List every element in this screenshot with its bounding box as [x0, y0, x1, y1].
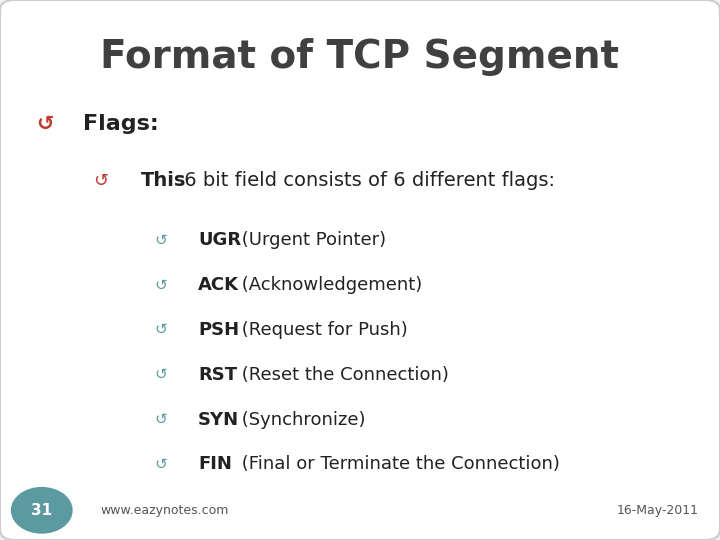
Text: RST: RST: [198, 366, 237, 384]
Text: FIN: FIN: [198, 455, 232, 474]
Text: (Synchronize): (Synchronize): [236, 410, 365, 429]
Text: 31: 31: [31, 503, 53, 518]
Text: 16-May-2011: 16-May-2011: [616, 504, 698, 517]
Text: (Request for Push): (Request for Push): [236, 321, 408, 339]
Text: 6 bit field consists of 6 different flags:: 6 bit field consists of 6 different flag…: [178, 171, 555, 191]
Text: Format of TCP Segment: Format of TCP Segment: [101, 38, 619, 76]
Text: www.eazynotes.com: www.eazynotes.com: [101, 504, 229, 517]
Text: (Final or Terminate the Connection): (Final or Terminate the Connection): [236, 455, 559, 474]
Text: PSH: PSH: [198, 321, 239, 339]
Text: (Reset the Connection): (Reset the Connection): [236, 366, 449, 384]
Text: ↺: ↺: [155, 278, 168, 293]
Text: UGR: UGR: [198, 231, 241, 249]
Text: ↺: ↺: [155, 457, 168, 472]
Text: ↺: ↺: [155, 367, 168, 382]
Text: (Acknowledgement): (Acknowledgement): [236, 276, 422, 294]
Text: ↺: ↺: [155, 412, 168, 427]
Text: ACK: ACK: [198, 276, 239, 294]
Text: Flags:: Flags:: [83, 114, 158, 134]
Text: This: This: [140, 171, 186, 191]
Text: ↺: ↺: [36, 114, 53, 134]
Text: ↺: ↺: [94, 172, 109, 190]
Text: ↺: ↺: [155, 233, 168, 248]
Text: SYN: SYN: [198, 410, 239, 429]
Text: ↺: ↺: [155, 322, 168, 338]
Text: (Urgent Pointer): (Urgent Pointer): [236, 231, 386, 249]
Circle shape: [12, 488, 72, 533]
